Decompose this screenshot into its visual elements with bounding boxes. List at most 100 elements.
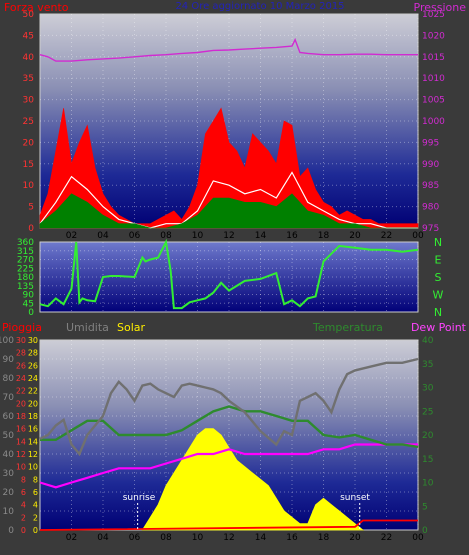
y-right-tick-label: 990 [422, 160, 439, 170]
x-tick-label: 00 [412, 231, 424, 241]
y-humidity-tick-label: 70 [3, 393, 15, 403]
x-tick-label: 10 [192, 231, 204, 241]
temperature-title: Temperatura [312, 321, 383, 334]
y-left-tick-label: 180 [17, 273, 34, 283]
y-solar-tick-label: 18 [28, 412, 38, 421]
x-tick-label: 06 [129, 533, 141, 543]
y-rain-tick-label: 4 [21, 501, 26, 510]
y-right-tick-label: 1005 [422, 96, 445, 106]
y-rain-tick-label: 30 [16, 336, 26, 345]
dewpoint-line [39, 443, 418, 489]
y-left-tick-label: 135 [17, 282, 34, 292]
rain-title: Pioggia [2, 321, 42, 334]
y-solar-tick-label: 20 [28, 399, 38, 408]
y-left-tick-label: 225 [17, 264, 34, 274]
x-tick-label: 16 [286, 231, 298, 241]
temperature-line [40, 405, 419, 449]
y-temp-tick-label: 10 [422, 479, 434, 489]
rain-line [39, 519, 418, 531]
x-tick-label: 12 [223, 533, 234, 543]
y-humidity-tick-label: 40 [3, 450, 15, 460]
y-humidity-tick-label: 90 [3, 355, 15, 365]
y-solar-tick-label: 8 [33, 475, 38, 484]
direction-letter: N [434, 236, 442, 249]
direction-letter: N [434, 306, 442, 319]
y-right-tick-label: 1000 [422, 117, 445, 127]
y-right-tick-label: 980 [422, 203, 439, 213]
y-rain-tick-label: 6 [21, 488, 26, 497]
y-right-tick-label: 975 [422, 224, 439, 234]
y-left-tick-label: 15 [23, 160, 34, 170]
sunset-label: sunset [340, 493, 370, 503]
y-left-tick-label: 45 [23, 31, 34, 41]
x-tick-label: 14 [255, 231, 267, 241]
y-rain-tick-label: 22 [16, 387, 26, 396]
y-left-tick-label: 45 [23, 299, 34, 309]
x-tick-label: 22 [381, 533, 392, 543]
y-temp-tick-label: 30 [422, 384, 434, 394]
y-solar-tick-label: 26 [28, 361, 38, 370]
y-temp-tick-label: 35 [422, 360, 433, 370]
y-left-tick-label: 40 [23, 53, 35, 63]
x-tick-label: 18 [318, 231, 330, 241]
wind-speed-area [39, 107, 419, 229]
y-right-tick-label: 1015 [422, 53, 445, 63]
y-rain-tick-label: 12 [16, 450, 26, 459]
y-solar-tick-label: 6 [33, 488, 38, 497]
x-tick-label: 02 [66, 533, 77, 543]
y-humidity-tick-label: 10 [3, 507, 15, 517]
y-left-tick-label: 25 [23, 117, 34, 127]
y-rain-tick-label: 16 [16, 425, 26, 434]
y-left-tick-label: 0 [28, 224, 34, 234]
y-rain-tick-label: 14 [16, 437, 26, 446]
y-left-tick-label: 90 [23, 291, 35, 301]
y-rain-tick-label: 26 [16, 361, 26, 370]
x-tick-label: 00 [412, 533, 424, 543]
y-temp-tick-label: 40 [422, 336, 434, 346]
y-humidity-tick-label: 60 [3, 412, 15, 422]
x-tick-label: 18 [318, 533, 330, 543]
solar-title: Solar [117, 321, 146, 334]
y-right-tick-label: 1010 [422, 74, 445, 84]
y-rain-tick-label: 20 [16, 399, 26, 408]
direction-letter: S [435, 271, 442, 284]
y-solar-tick-label: 24 [28, 374, 38, 383]
y-rain-tick-label: 0 [21, 526, 26, 535]
y-right-tick-label: 985 [422, 181, 439, 191]
direction-letter: E [435, 254, 442, 267]
y-left-tick-label: 10 [23, 181, 35, 191]
x-tick-label: 06 [129, 231, 141, 241]
y-temp-tick-label: 5 [422, 502, 428, 512]
x-tick-label: 12 [223, 231, 234, 241]
y-left-tick-label: 30 [23, 96, 35, 106]
x-tick-label: 08 [160, 533, 172, 543]
y-left-tick-label: 20 [23, 138, 35, 148]
humidity-title: Umidita [66, 321, 109, 334]
y-left-tick-label: 35 [23, 74, 34, 84]
sunrise-label: sunrise [123, 493, 156, 503]
y-solar-tick-label: 2 [33, 513, 38, 522]
y-solar-tick-label: 12 [28, 450, 38, 459]
combo-series [39, 357, 419, 531]
x-tick-label: 16 [286, 533, 298, 543]
wind-average-area [39, 193, 418, 229]
y-left-tick-label: 50 [23, 10, 35, 20]
x-tick-label: 04 [97, 231, 109, 241]
y-temp-tick-label: 20 [422, 431, 434, 441]
y-rain-tick-label: 18 [16, 412, 26, 421]
y-solar-tick-label: 0 [33, 526, 38, 535]
x-tick-label: 10 [192, 533, 204, 543]
humidity-line [39, 357, 419, 457]
y-right-tick-label: 1025 [422, 10, 445, 20]
y-solar-tick-label: 14 [28, 437, 38, 446]
date-title: 24 Ore aggiornato 10 Marzo 2015 [175, 1, 344, 12]
combo-panel: Pioggia Umidita Solar Temperatura Dew Po… [0, 321, 467, 543]
y-rain-tick-label: 2 [21, 513, 26, 522]
y-humidity-tick-label: 20 [3, 488, 15, 498]
y-solar-tick-label: 28 [28, 349, 38, 358]
combo-axes: 02 04 06 08 10 12 14 16 18 20 22 000102030405060708… [0, 336, 434, 543]
x-tick-label: 04 [97, 533, 109, 543]
